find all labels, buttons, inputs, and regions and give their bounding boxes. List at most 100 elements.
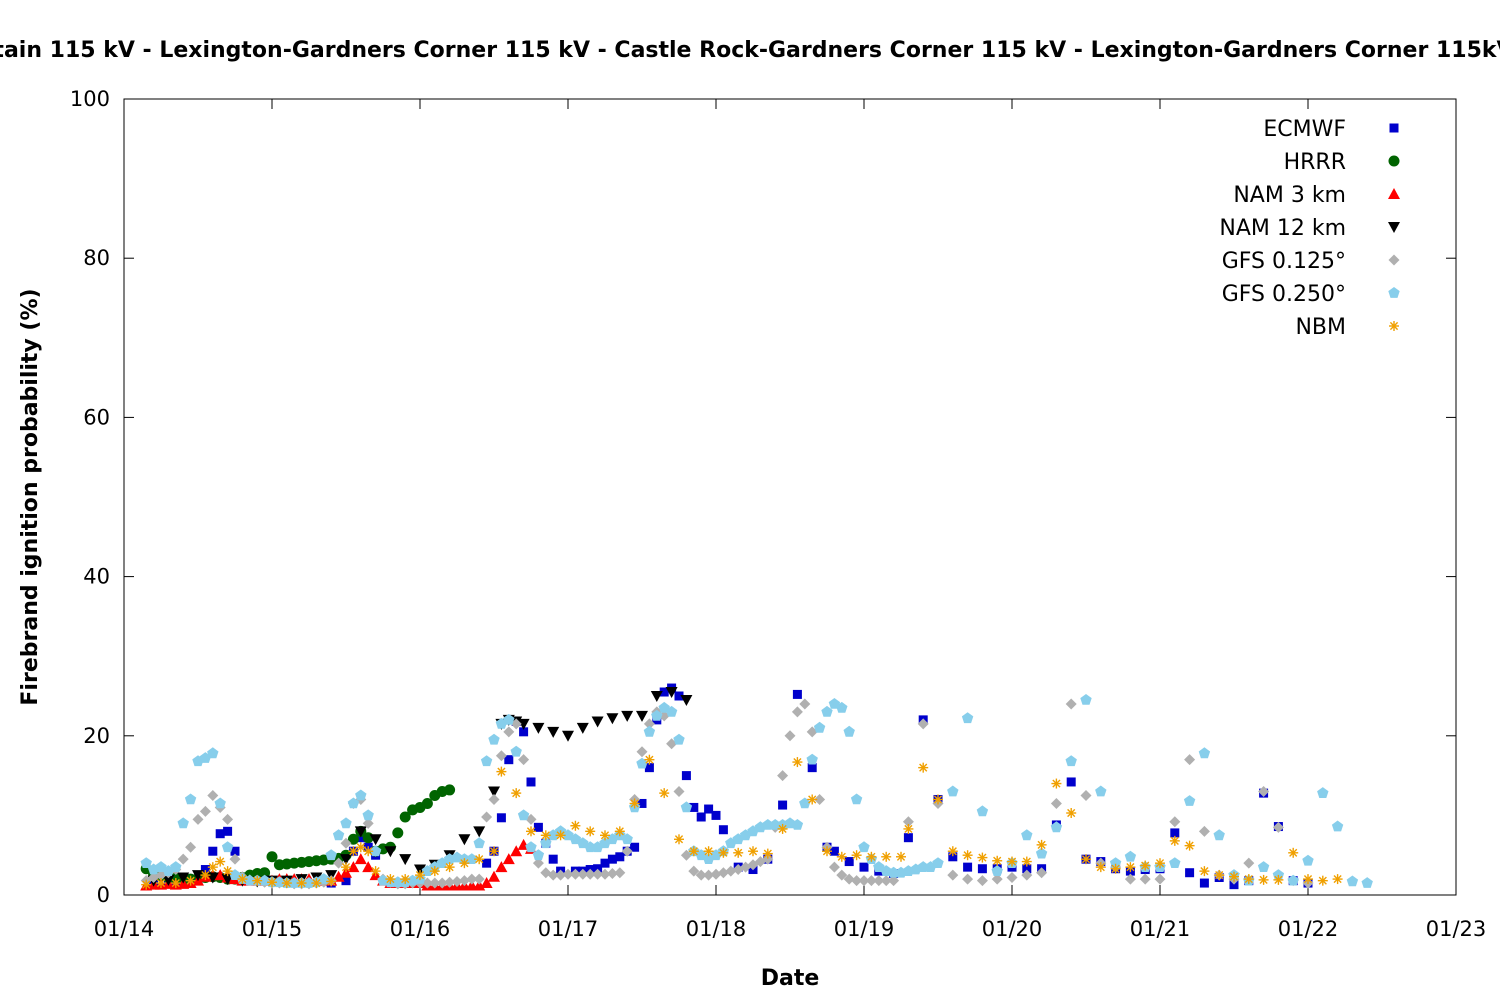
data-point-hrrr — [392, 827, 404, 839]
data-point-nbm — [933, 794, 943, 805]
data-point-gfs-0-250 — [791, 819, 804, 830]
data-point-gfs-0-250 — [1095, 785, 1107, 797]
data-point-gfs-0-250 — [1346, 875, 1359, 887]
data-point-gfs-0-250 — [184, 793, 197, 805]
x-axis-label: Date — [761, 966, 820, 991]
data-point-ecmwf — [215, 829, 225, 839]
data-point-nbm — [444, 862, 455, 873]
data-point-gfs-0-250 — [961, 712, 974, 724]
data-point-gfs-0-250 — [466, 853, 478, 864]
data-point-nam-12-km — [473, 826, 486, 838]
data-point-gfs-0-250 — [244, 874, 256, 886]
data-point-gfs-0-125 — [777, 770, 789, 782]
data-point-gfs-0-125 — [333, 857, 345, 869]
data-point-nbm — [688, 846, 699, 857]
data-point-nam-12-km — [458, 834, 471, 846]
data-point-gfs-0-250 — [170, 861, 182, 872]
data-point-gfs-0-250 — [991, 865, 1003, 876]
data-point-ecmwf — [496, 813, 506, 823]
data-point-gfs-0-250 — [1257, 861, 1270, 872]
data-point-gfs-0-250 — [947, 785, 959, 797]
data-point-nam-12-km — [384, 846, 397, 858]
data-point-nbm — [570, 820, 581, 831]
data-point-nbm — [185, 875, 196, 886]
data-point-gfs-0-125 — [858, 875, 870, 887]
data-point-nam-12-km — [414, 864, 426, 876]
data-point-nbm — [896, 851, 906, 862]
y-tick-label: 60 — [83, 405, 110, 429]
data-point-ecmwf — [341, 876, 351, 886]
data-point-nam-12-km — [680, 694, 693, 706]
data-point-nbm — [836, 851, 847, 862]
data-point-nbm — [659, 788, 670, 799]
data-point-gfs-0-125 — [873, 875, 885, 887]
data-point-nam-12-km — [636, 710, 648, 722]
data-point-gfs-0-250 — [636, 757, 648, 769]
data-point-gfs-0-250 — [325, 849, 337, 861]
data-point-gfs-0-250 — [1050, 821, 1063, 833]
x-tick-label: 01/14 — [94, 917, 155, 941]
data-point-nbm — [355, 842, 366, 853]
data-point-gfs-0-250 — [680, 801, 693, 813]
data-point-nbm — [629, 798, 640, 809]
y-tick-label: 80 — [83, 246, 110, 270]
data-point-gfs-0-125 — [185, 841, 197, 853]
data-point-nbm — [555, 830, 566, 841]
data-point-nbm — [222, 866, 233, 877]
data-point-gfs-0-125 — [340, 837, 352, 849]
data-point-gfs-0-125 — [1243, 857, 1255, 869]
data-point-gfs-0-125 — [1021, 869, 1033, 881]
data-point-gfs-0-125 — [703, 869, 715, 881]
data-point-nam-12-km — [532, 722, 545, 734]
data-point-gfs-0-125 — [828, 861, 840, 873]
data-point-gfs-0-250 — [621, 833, 633, 845]
data-point-gfs-0-125 — [503, 726, 515, 738]
data-point-nam-3-km — [495, 861, 508, 873]
data-point-gfs-0-125 — [451, 875, 463, 887]
data-point-nbm — [156, 878, 166, 889]
data-point-gfs-0-125 — [836, 869, 848, 881]
data-point-ecmwf — [482, 858, 492, 868]
legend-label-nam-3-km: NAM 3 km — [1233, 183, 1346, 208]
data-point-nbm — [1184, 840, 1195, 851]
data-point-ecmwf — [504, 755, 514, 765]
data-point-gfs-0-250 — [887, 866, 900, 878]
data-point-gfs-0-250 — [1021, 829, 1033, 841]
data-point-gfs-0-250 — [532, 849, 545, 861]
data-point-gfs-0-125 — [229, 853, 241, 865]
data-point-gfs-0-250 — [480, 755, 493, 767]
data-point-nbm — [170, 878, 181, 889]
data-point-ecmwf — [659, 687, 669, 697]
y-tick-label: 40 — [83, 565, 110, 589]
data-point-ecmwf — [807, 763, 817, 773]
data-point-nbm — [1036, 839, 1047, 850]
data-point-gfs-0-125 — [688, 865, 700, 877]
data-point-gfs-0-125 — [458, 875, 470, 887]
data-point-nbm — [341, 862, 351, 873]
legend-label-gfs-0-250: GFS 0.250° — [1222, 282, 1346, 307]
data-point-nbm — [400, 874, 411, 885]
data-point-nbm — [807, 794, 818, 805]
data-point-nbm — [429, 866, 440, 877]
data-point-gfs-0-125 — [888, 875, 900, 887]
legend-marker-hrrr — [1388, 155, 1400, 167]
data-point-ecmwf — [223, 826, 233, 836]
data-point-gfs-0-125 — [1080, 790, 1092, 801]
data-point-gfs-0-125 — [1184, 754, 1196, 766]
data-point-nam-12-km — [177, 872, 190, 884]
data-point-gfs-0-125 — [1169, 816, 1181, 828]
data-point-gfs-0-125 — [606, 868, 618, 880]
data-point-nam-3-km — [214, 869, 227, 881]
data-point-gfs-0-250 — [503, 713, 515, 725]
data-point-ecmwf — [903, 833, 913, 843]
data-point-hrrr — [399, 811, 411, 823]
data-point-gfs-0-250 — [813, 721, 826, 733]
data-point-nam-12-km — [354, 826, 367, 838]
data-point-gfs-0-125 — [814, 793, 826, 805]
data-point-nbm — [1243, 874, 1254, 885]
data-point-gfs-0-125 — [518, 754, 530, 766]
legend-marker-gfs-0-125 — [1388, 254, 1400, 266]
y-tick-label: 100 — [70, 87, 110, 111]
data-point-nbm — [1007, 856, 1017, 867]
